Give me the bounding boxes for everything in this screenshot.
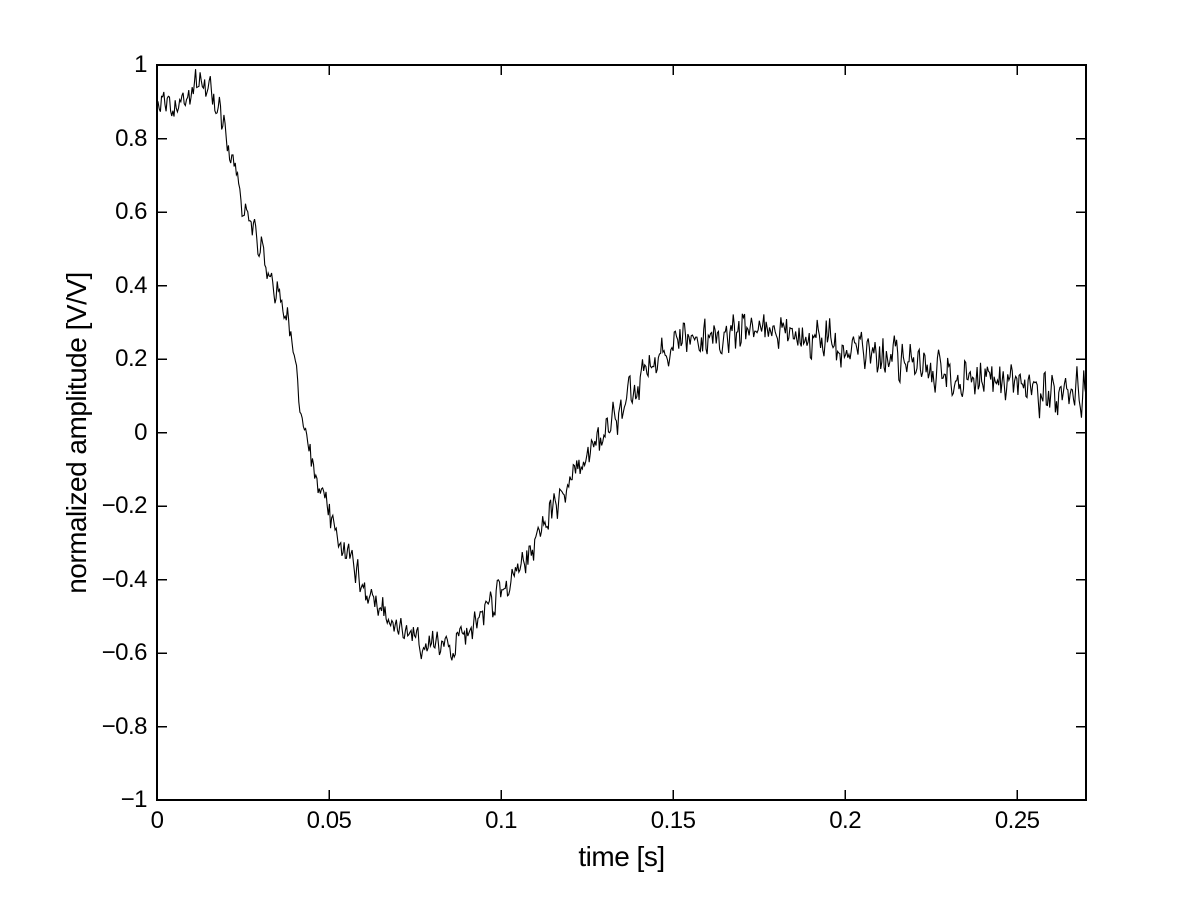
y-tick-label: −0.4 (101, 565, 148, 593)
y-tick-label: −0.2 (101, 492, 148, 519)
y-tick-label: 0.4 (115, 271, 147, 299)
x-axis-label: time [s] (578, 841, 665, 872)
x-tick-label: 0.1 (485, 807, 517, 834)
x-tick-label: 0 (150, 807, 164, 834)
y-tick-label: −0.6 (101, 639, 148, 666)
x-tick-label: 0.2 (829, 807, 862, 834)
x-tick-label: 0.15 (650, 807, 696, 834)
y-tick-label: 0 (134, 418, 147, 446)
y-tick-label: −0.8 (101, 712, 148, 740)
y-tick-label: −1 (120, 786, 148, 813)
plot-box (156, 64, 1087, 801)
y-tick-label: 0.6 (115, 198, 147, 225)
signal-line (156, 69, 1087, 661)
y-tick-label: 1 (134, 51, 147, 78)
y-tick-label: 0.8 (115, 124, 147, 152)
y-tick-label: 0.2 (115, 345, 147, 372)
x-tick-label: 0.05 (306, 807, 352, 834)
x-tick-label: 0.25 (994, 807, 1040, 834)
